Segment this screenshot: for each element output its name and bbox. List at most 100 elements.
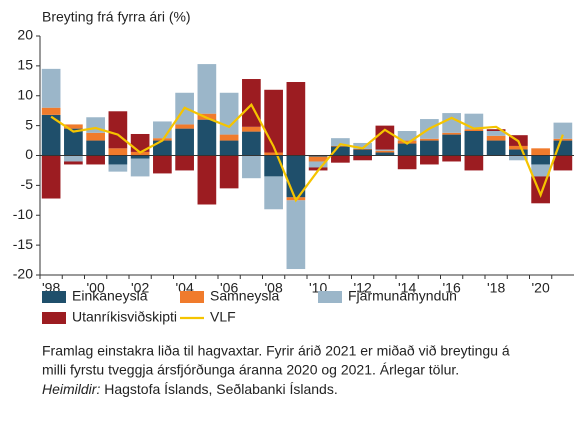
- bar-segment: [486, 140, 506, 156]
- bar-segment: [153, 140, 172, 156]
- legend-label: Einkaneysla: [72, 288, 148, 304]
- bar-segment: [464, 131, 484, 156]
- bar-segment: [242, 79, 261, 127]
- legend-swatch: [42, 312, 66, 324]
- bar-segment: [264, 176, 283, 210]
- bar-segment: [531, 148, 550, 156]
- bar-segment: [264, 152, 283, 156]
- legend-swatch: [318, 291, 342, 303]
- source-label: Heimildir:: [42, 381, 100, 397]
- bar-segment: [353, 149, 372, 156]
- x-tick-label: '14: [398, 280, 416, 296]
- bar-segment: [509, 155, 528, 161]
- bar-segment: [41, 155, 61, 199]
- bar-segment: [86, 155, 105, 165]
- y-axis-label: Breyting frá fyrra ári (%): [42, 9, 191, 25]
- bar-segment: [64, 155, 83, 162]
- note-line: Framlag einstakra liða til hagvaxtar. Fy…: [42, 343, 510, 359]
- bar-segment: [308, 161, 328, 168]
- y-tick-label: -10: [13, 206, 33, 222]
- bar-segment: [397, 155, 417, 170]
- bar-segment: [375, 152, 395, 156]
- note-line: milli fyrstu tveggja ársfjórðunga áranna…: [42, 362, 459, 378]
- bar-segment: [331, 146, 350, 156]
- legend-label: Samneysla: [210, 288, 279, 304]
- y-tick-label: -5: [21, 176, 34, 192]
- y-tick-label: 0: [25, 146, 33, 162]
- bar-segment: [442, 132, 461, 135]
- bar-segment: [130, 158, 150, 177]
- bar-segment: [442, 155, 461, 162]
- bar-segment: [397, 140, 417, 144]
- bar-segment: [108, 111, 128, 149]
- bar-segment: [375, 150, 395, 153]
- x-tick-label: '00: [87, 280, 105, 296]
- legend-swatch: [180, 291, 204, 303]
- x-tick-label: '08: [265, 280, 283, 296]
- bar-segment: [397, 131, 417, 141]
- bar-segment: [219, 92, 239, 135]
- bar-segment: [486, 131, 506, 136]
- bar-segment: [420, 155, 439, 165]
- bar-segment: [219, 155, 239, 189]
- bar-segment: [197, 155, 217, 205]
- bar-segment: [353, 142, 372, 149]
- bar-segment: [130, 155, 150, 159]
- bar-segment: [41, 68, 61, 108]
- bar-segment: [108, 164, 128, 172]
- y-tick-label: 15: [17, 57, 33, 73]
- x-tick-label: '02: [131, 280, 149, 296]
- y-tick-label: 5: [25, 116, 33, 132]
- bar-segment: [353, 155, 372, 161]
- x-tick-label: '18: [487, 280, 505, 296]
- bar-segment: [108, 148, 128, 156]
- source-text: Hagstofa Íslands, Seðlabanki Íslands.: [104, 381, 337, 397]
- bar-segment: [264, 89, 283, 153]
- bar-segment: [375, 149, 395, 151]
- y-tick-label: -20: [13, 266, 33, 282]
- legend-label: VLF: [210, 309, 236, 325]
- bar-segment: [108, 155, 128, 165]
- bar-segment: [64, 161, 83, 165]
- bar-segment: [331, 145, 350, 147]
- bar-segment: [153, 155, 172, 174]
- bar-segment: [175, 124, 194, 129]
- legend-label: Fjármunamyndun: [348, 288, 457, 304]
- bar-segment: [86, 140, 105, 156]
- source: Heimildir: Hagstofa Íslands, Seðlabanki …: [42, 381, 338, 397]
- legend-swatch: [42, 291, 66, 303]
- bar-segment: [64, 128, 83, 156]
- bar-segment: [286, 82, 306, 156]
- y-tick-label: -15: [13, 236, 33, 252]
- bar-segment: [464, 155, 484, 171]
- bar-segment: [420, 140, 439, 156]
- bar-segment: [531, 164, 550, 177]
- bar-segment: [219, 140, 239, 156]
- bar-segment: [308, 156, 328, 162]
- x-tick-label: '12: [354, 280, 372, 296]
- bar-segment: [41, 107, 61, 115]
- x-tick-label: '06: [220, 280, 238, 296]
- legend-label: Utanríkisviðskipti: [72, 309, 177, 325]
- bar-segment: [242, 155, 261, 179]
- bar-segment: [486, 129, 506, 132]
- bar-segment: [308, 155, 328, 157]
- bar-segment: [509, 145, 528, 150]
- bar-segment: [286, 200, 306, 270]
- bar-segment: [264, 155, 283, 177]
- bar-segment: [331, 138, 350, 146]
- bar-segment: [442, 113, 461, 133]
- bar-segment: [219, 134, 239, 141]
- bar-segment: [197, 64, 217, 114]
- bar-segment: [175, 155, 194, 171]
- bar-segment: [420, 138, 439, 141]
- bar-segment: [509, 149, 528, 156]
- bar-segment: [175, 128, 194, 156]
- bar-segment: [464, 129, 484, 132]
- bar-segment: [553, 155, 573, 171]
- bar-segment: [41, 114, 61, 156]
- bar-segment: [397, 143, 417, 156]
- bar-segment: [64, 124, 83, 129]
- bar-segment: [442, 134, 461, 156]
